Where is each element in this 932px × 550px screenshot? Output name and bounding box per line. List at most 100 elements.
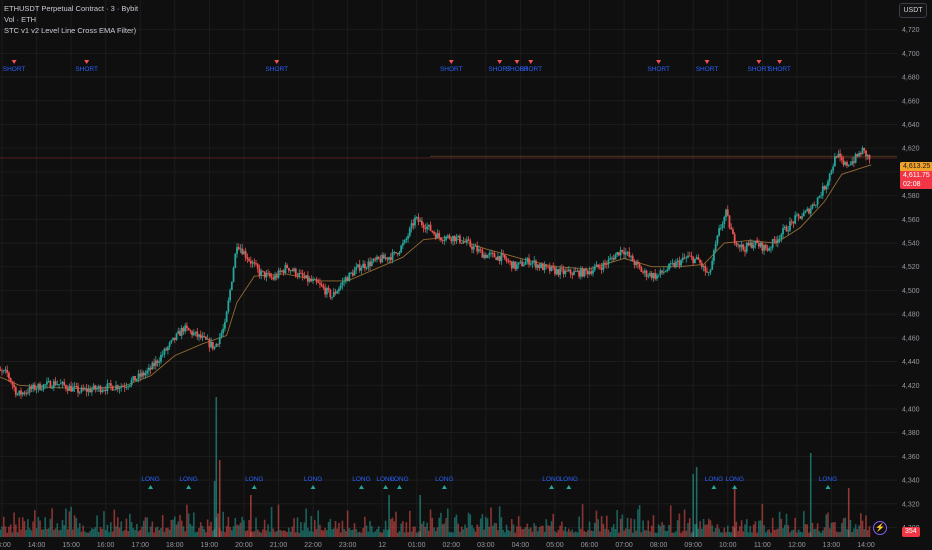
time-tick-label: 15:00 <box>62 542 80 549</box>
candle-body <box>557 269 560 276</box>
candle-body <box>763 244 765 251</box>
candle-body <box>450 238 453 242</box>
time-tick-label: 14:00 <box>857 542 875 549</box>
candle-body <box>33 384 36 390</box>
candle-body <box>690 255 693 257</box>
candle-body <box>215 343 218 347</box>
volume-bar <box>849 519 852 537</box>
candle-body <box>410 223 413 229</box>
bolt-icon[interactable]: ⚡ <box>873 521 887 535</box>
volume-bar <box>125 518 128 537</box>
volume-bar <box>393 521 396 537</box>
volume-bar <box>217 513 219 537</box>
candle-body <box>70 385 73 392</box>
volume-bar <box>661 522 663 537</box>
candle-body <box>386 257 389 260</box>
volume-bar <box>614 528 617 537</box>
candle-body <box>713 250 715 261</box>
volume-indicator-label[interactable]: Vol · ETH <box>4 15 37 24</box>
candle-body <box>453 235 456 242</box>
candle-body <box>16 394 19 396</box>
volume-bar <box>407 532 409 537</box>
volume-bar <box>206 519 209 537</box>
volume-bar <box>737 531 739 537</box>
candle-body <box>630 255 632 257</box>
candle-body <box>776 239 779 243</box>
candle-body <box>312 279 314 282</box>
candle-body <box>267 273 270 274</box>
candle-body <box>14 387 17 395</box>
long-label: LONG <box>141 476 159 483</box>
long-label: LONG <box>352 476 370 483</box>
candle-body <box>4 369 7 371</box>
candle-body <box>172 337 174 341</box>
candle-body <box>766 248 769 251</box>
candle-body <box>844 162 847 165</box>
candle-body <box>391 252 394 261</box>
long-marker <box>549 485 555 489</box>
candle-body <box>611 257 613 259</box>
candle-body <box>103 389 105 391</box>
candle-body <box>203 335 206 337</box>
candle-body <box>868 155 871 160</box>
volume-bar <box>9 524 12 537</box>
candle-body <box>517 262 520 265</box>
volume-bar <box>70 506 72 537</box>
candle-body <box>441 240 444 241</box>
volume-bar <box>2 516 5 537</box>
volume-bar <box>396 532 399 537</box>
volume-bar <box>229 527 231 537</box>
stc-indicator-label[interactable]: STC v1 v2 Level Line Cross EMA Filter) <box>4 26 137 35</box>
candle-body <box>555 269 558 275</box>
volume-bar <box>806 524 809 537</box>
candle-body <box>149 367 152 370</box>
volume-bar <box>754 521 757 537</box>
volume-bar <box>471 525 473 537</box>
candle-body <box>135 378 138 381</box>
volume-bar <box>182 526 185 537</box>
candle-body <box>224 322 226 329</box>
candle-body <box>704 265 707 272</box>
volume-bar <box>813 529 815 537</box>
volume-bar <box>326 530 328 537</box>
volume-bar <box>260 532 262 537</box>
candle-body <box>835 156 838 158</box>
ema-line <box>0 155 897 390</box>
volume-bar <box>592 531 594 537</box>
currency-selector[interactable]: USDT <box>899 3 927 18</box>
volume-bar <box>99 527 102 537</box>
volume-bar <box>310 516 313 537</box>
candle-body <box>234 253 237 268</box>
volume-bar <box>4 526 7 537</box>
volume-bar <box>137 531 140 537</box>
volume-bar <box>678 513 681 537</box>
volume-bar <box>851 531 853 537</box>
volume-bar <box>424 526 427 537</box>
candle-body <box>165 348 168 351</box>
candle-body <box>27 392 29 394</box>
candle-body <box>671 263 674 264</box>
volume-bar <box>319 524 321 537</box>
volume-bar <box>154 527 157 537</box>
volume-bar <box>611 527 613 537</box>
candle-body <box>692 256 695 264</box>
candle-body <box>244 251 247 258</box>
symbol-title[interactable]: ETHUSDT Perpetual Contract · 3 · Bybit <box>4 4 139 13</box>
candle-body <box>296 275 299 277</box>
volume-bar <box>360 532 363 537</box>
candle-body <box>859 153 862 155</box>
candle-body <box>142 372 145 376</box>
volume-spike <box>695 467 698 537</box>
candle-body <box>277 270 280 278</box>
volume-bar <box>671 532 674 537</box>
candle-body <box>612 257 615 260</box>
time-tick-label: 06:00 <box>581 542 599 549</box>
volume-bar <box>345 530 347 537</box>
candle-body <box>322 285 325 288</box>
volume-bar <box>8 526 10 537</box>
time-tick-label: 02:00 <box>443 542 461 549</box>
candle-body <box>586 270 589 275</box>
candle-body <box>614 254 617 260</box>
candle-body <box>789 221 791 231</box>
